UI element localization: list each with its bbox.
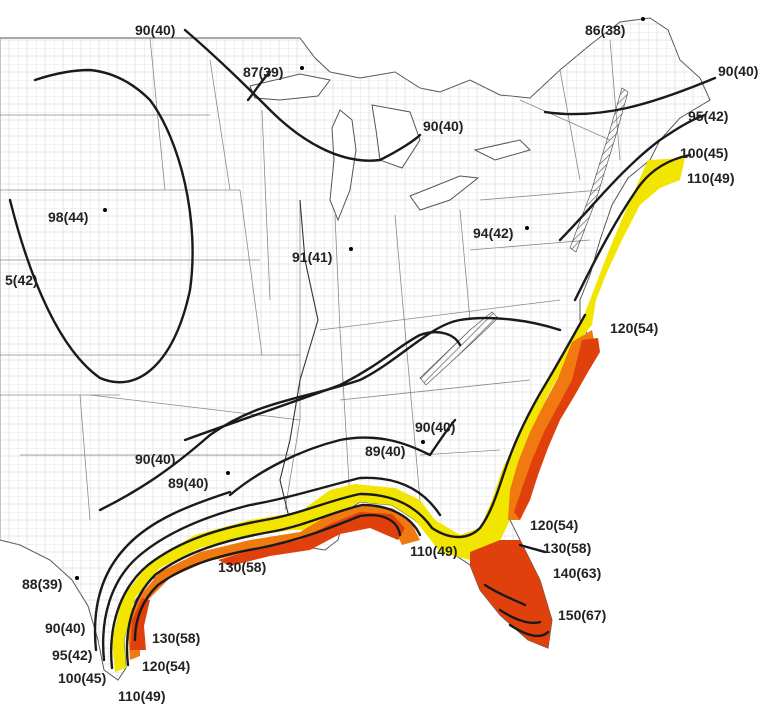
label-l10: 91(41): [292, 249, 332, 265]
wind-speed-labels: 90(40) 87(39) 86(38) 90(40) 90(40) 95(42…: [5, 22, 758, 704]
contour-120-gulf: [125, 503, 422, 667]
label-l01: 90(40): [135, 22, 175, 38]
contour-90-gulf: [93, 490, 232, 652]
station-dot-88: [75, 576, 79, 580]
lake-ontario: [473, 139, 531, 161]
lake-superior: [249, 73, 331, 101]
label-l21: 130(58): [543, 540, 591, 556]
label-l28: 100(45): [58, 670, 106, 686]
label-l20: 130(58): [218, 559, 266, 575]
contour-87: [246, 70, 272, 102]
station-dot-91: [349, 247, 353, 251]
station-dot-87: [300, 66, 304, 70]
contour-lines: [8, 28, 717, 670]
yellow-band: [112, 158, 685, 672]
contour-90-northeast: [543, 76, 717, 116]
label-l26: 95(42): [52, 647, 92, 663]
contour-150-fl: [508, 623, 550, 638]
label-l24: 88(39): [22, 576, 62, 592]
contour-90-north: [183, 28, 422, 162]
contour-130-fl: [483, 583, 527, 607]
contour-100-gulf: [110, 313, 587, 670]
contour-89-mid: [228, 418, 457, 497]
label-l04: 90(40): [718, 63, 758, 79]
label-l17: 89(40): [168, 475, 208, 491]
label-l29: 120(54): [142, 658, 190, 674]
contour-130-gulf: [133, 513, 402, 642]
contour-98-loop: [8, 68, 194, 384]
label-l25: 90(40): [45, 620, 85, 636]
contour-89-south: [98, 316, 562, 512]
station-dot-89: [226, 471, 230, 475]
contour-90-south: [183, 331, 462, 442]
label-l11: 94(42): [473, 225, 513, 241]
label-l23: 150(67): [558, 607, 606, 623]
lake-michigan: [329, 109, 357, 222]
label-l06: 95(42): [688, 108, 728, 124]
lake-erie: [409, 175, 480, 211]
label-l08: 110(49): [687, 170, 734, 186]
label-l18: 110(49): [410, 543, 457, 559]
coastal-bands: [112, 158, 685, 672]
contour-95-gulf: [102, 476, 442, 662]
station-dot-94: [525, 226, 529, 230]
label-l22: 140(63): [553, 565, 601, 581]
label-l09: 98(44): [48, 209, 88, 225]
lake-huron: [371, 104, 421, 169]
station-dot-86: [641, 17, 645, 21]
contour-140-fl: [498, 608, 542, 624]
label-l02: 87(39): [243, 64, 283, 80]
contour-120-fl: [518, 543, 547, 554]
hatched-region-northeast: [569, 87, 629, 253]
contour-95-northeast: [558, 113, 707, 242]
station-dot-98: [103, 208, 107, 212]
state-borders: [0, 37, 621, 521]
label-l03: 86(38): [585, 22, 625, 38]
label-l19: 120(54): [530, 517, 578, 533]
station-dots: [75, 17, 645, 580]
label-l16: 89(40): [365, 443, 405, 459]
contour-100-coast: [573, 153, 692, 302]
label-l13: 120(54): [610, 320, 658, 336]
label-l30: 110(49): [118, 688, 165, 704]
mississippi-river: [279, 199, 319, 531]
label-l15: 90(40): [135, 451, 175, 467]
label-l27: 130(58): [152, 630, 200, 646]
station-dot-90-south: [421, 440, 425, 444]
label-l12: 5(42): [5, 272, 38, 288]
label-l14: 90(40): [415, 419, 455, 435]
label-l07: 100(45): [680, 145, 728, 161]
red-band: [130, 338, 600, 650]
label-l05: 90(40): [423, 118, 463, 134]
